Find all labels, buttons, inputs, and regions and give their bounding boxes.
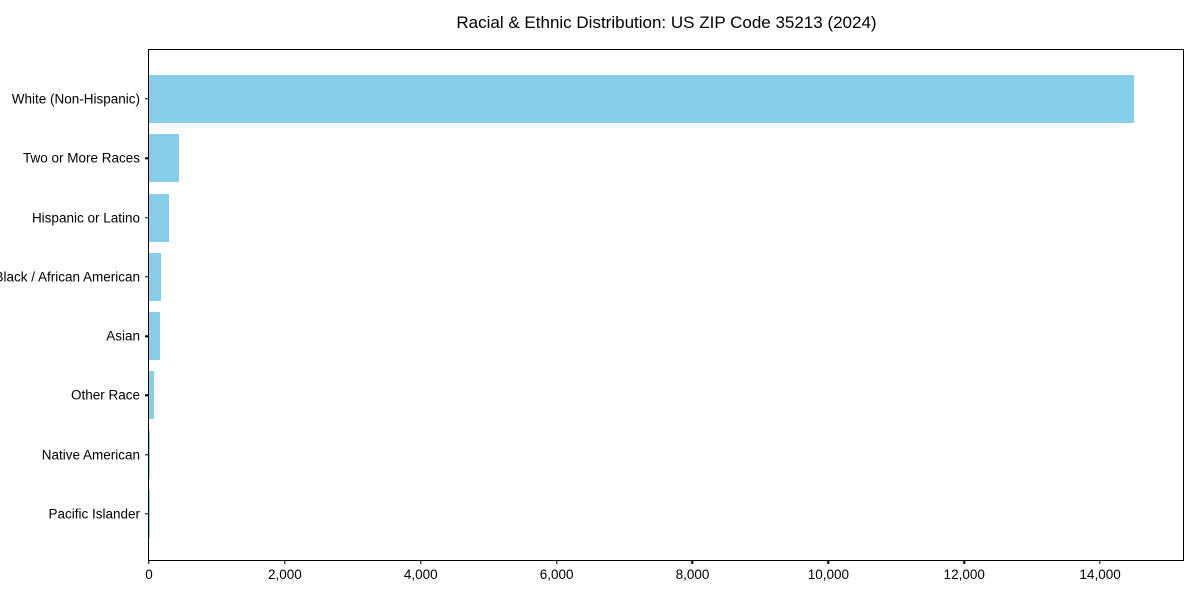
x-tick-label: 14,000 bbox=[1079, 567, 1121, 582]
y-tick-mark bbox=[145, 157, 149, 159]
x-tick-mark bbox=[284, 560, 286, 564]
y-tick-mark bbox=[145, 335, 149, 337]
y-tick-label: Other Race bbox=[70, 387, 140, 403]
y-tick-label: White (Non-Hispanic) bbox=[11, 91, 140, 107]
x-tick-mark bbox=[963, 560, 965, 564]
y-tick-label: Asian bbox=[106, 328, 140, 344]
bar-white-non-hispanic bbox=[149, 75, 1135, 123]
bar-hispanic-or-latino bbox=[149, 193, 169, 242]
x-tick-label: 10,000 bbox=[807, 567, 849, 582]
y-tick-mark bbox=[145, 454, 149, 456]
y-tick-label: Hispanic or Latino bbox=[31, 209, 140, 225]
y-tick-mark bbox=[145, 394, 149, 397]
x-tick-mark bbox=[555, 560, 558, 564]
x-tick-label: 4,000 bbox=[403, 567, 438, 582]
bar-two-or-more-races bbox=[149, 134, 179, 183]
x-tick-label: 8,000 bbox=[675, 567, 710, 582]
y-tick-mark bbox=[145, 98, 149, 100]
x-tick-label: 12,000 bbox=[943, 567, 985, 582]
x-tick-mark bbox=[691, 560, 694, 564]
bar-native-american bbox=[149, 430, 150, 479]
y-tick-mark bbox=[145, 216, 149, 219]
x-tick-label: 6,000 bbox=[539, 567, 574, 582]
bar-asian bbox=[149, 312, 160, 361]
x-tick-label: 0 bbox=[145, 567, 153, 582]
y-tick-label: Black / African American bbox=[0, 269, 140, 285]
x-tick-label: 2,000 bbox=[267, 567, 302, 582]
y-tick-mark bbox=[145, 276, 149, 278]
y-tick-label: Native American bbox=[41, 446, 140, 462]
y-tick-label: Pacific Islander bbox=[48, 506, 140, 522]
x-tick-mark bbox=[1099, 560, 1101, 564]
x-tick-mark bbox=[148, 560, 150, 564]
x-tick-mark bbox=[420, 560, 422, 564]
x-tick-mark bbox=[827, 560, 830, 564]
chart-title: Racial & Ethnic Distribution: US ZIP Cod… bbox=[456, 13, 877, 32]
y-tick-label: Two or More Races bbox=[22, 150, 140, 166]
bar-other-race bbox=[149, 371, 155, 420]
bar-black-african-american bbox=[149, 252, 162, 301]
y-tick-mark bbox=[145, 513, 149, 515]
plot-area: White (Non-Hispanic) Two or More Races His… bbox=[0, 49, 1184, 581]
